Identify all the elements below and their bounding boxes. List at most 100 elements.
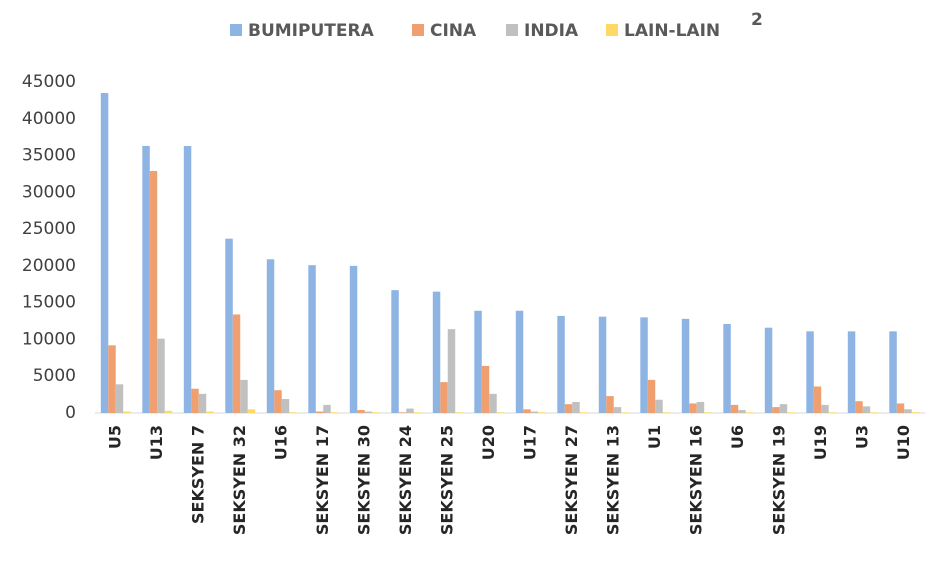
bar (149, 171, 158, 413)
bar (266, 259, 275, 413)
legend-label: CINA (430, 21, 477, 41)
x-tick-label: U20 (479, 425, 498, 460)
legend-swatch (412, 24, 424, 36)
legend-swatch (606, 24, 618, 36)
bar (440, 382, 448, 413)
x-tick-label: SEKSYEN 27 (562, 425, 581, 535)
bar (621, 412, 629, 413)
bar (557, 315, 565, 413)
bar (247, 409, 256, 413)
x-tick-label: SEKSYEN 13 (603, 425, 622, 535)
x-tick-label: SEKSYEN 24 (396, 425, 415, 535)
x-tick-label: U10 (894, 425, 913, 460)
bar (745, 412, 754, 413)
bar (323, 404, 331, 413)
bar (183, 145, 192, 413)
y-tick-label: 25000 (22, 219, 76, 239)
bar (100, 93, 109, 414)
x-tick-label: SEKSYEN 25 (437, 425, 456, 535)
bar (349, 265, 358, 413)
y-tick-label: 10000 (22, 329, 76, 349)
bar (489, 393, 497, 413)
x-tick-label: U13 (147, 425, 166, 460)
bar (779, 404, 788, 413)
bar (406, 408, 414, 413)
bar (889, 331, 897, 413)
bar (662, 412, 671, 413)
x-tick-label: SEKSYEN 17 (313, 425, 332, 535)
bar (764, 327, 773, 413)
bar (704, 412, 712, 413)
bar (813, 386, 822, 413)
bar (640, 317, 648, 413)
bar (828, 412, 837, 413)
x-tick-label: SEKSYEN 32 (230, 425, 249, 535)
y-tick-label: 40000 (22, 109, 76, 129)
bar (364, 411, 373, 413)
y-tick-label: 35000 (22, 146, 76, 166)
bar (855, 401, 863, 413)
bar (911, 412, 920, 413)
x-tick-label: U1 (645, 425, 664, 449)
bar (330, 412, 339, 413)
legend-swatch (230, 24, 242, 36)
bar (432, 291, 441, 413)
bar (413, 412, 422, 413)
legend-label: LAIN-LAIN (624, 21, 720, 41)
bar (391, 290, 399, 413)
bar (474, 310, 482, 413)
bar (613, 407, 622, 413)
bar (447, 329, 456, 413)
bar (523, 409, 531, 413)
y-tick-label: 15000 (22, 293, 76, 313)
bar (206, 411, 214, 413)
x-tick-label: U5 (105, 425, 124, 449)
y-tick-label: 45000 (22, 72, 76, 92)
bar (647, 379, 656, 413)
legend-label: BUMIPUTERA (248, 21, 375, 41)
bar (787, 412, 795, 413)
bar (308, 265, 316, 413)
bar (530, 411, 539, 413)
bar (655, 399, 663, 413)
bar (240, 379, 248, 413)
bar (847, 331, 856, 413)
x-tick-label: U3 (852, 425, 871, 449)
annotation: 2 (751, 10, 763, 30)
y-tick-label: 30000 (22, 182, 76, 202)
bar (372, 412, 380, 413)
bar (225, 238, 233, 413)
bar (896, 403, 905, 413)
bar (579, 412, 588, 413)
bar (723, 323, 731, 413)
bar (515, 310, 524, 413)
bar (689, 403, 697, 413)
bar (821, 404, 829, 413)
bar (681, 318, 690, 413)
bar (870, 412, 878, 413)
bar (164, 410, 173, 413)
bar (806, 331, 814, 413)
bar (564, 404, 573, 413)
legend-swatch (506, 24, 518, 36)
bar (538, 412, 546, 413)
x-tick-label: SEKSYEN 16 (686, 425, 705, 535)
x-tick-label: U19 (811, 425, 830, 460)
bar (730, 404, 739, 413)
bar (115, 384, 124, 413)
bar (481, 365, 490, 413)
bar (398, 412, 407, 413)
bar (123, 411, 131, 413)
bar (738, 410, 746, 413)
bar (198, 393, 207, 413)
bar (357, 410, 365, 413)
bar (598, 316, 607, 413)
bar (142, 145, 150, 413)
y-tick-label: 5000 (33, 366, 76, 386)
bar (904, 409, 912, 413)
x-tick-label: U16 (271, 425, 290, 460)
x-tick-label: SEKSYEN 30 (354, 425, 373, 535)
bar (862, 406, 871, 413)
bar (289, 412, 297, 413)
